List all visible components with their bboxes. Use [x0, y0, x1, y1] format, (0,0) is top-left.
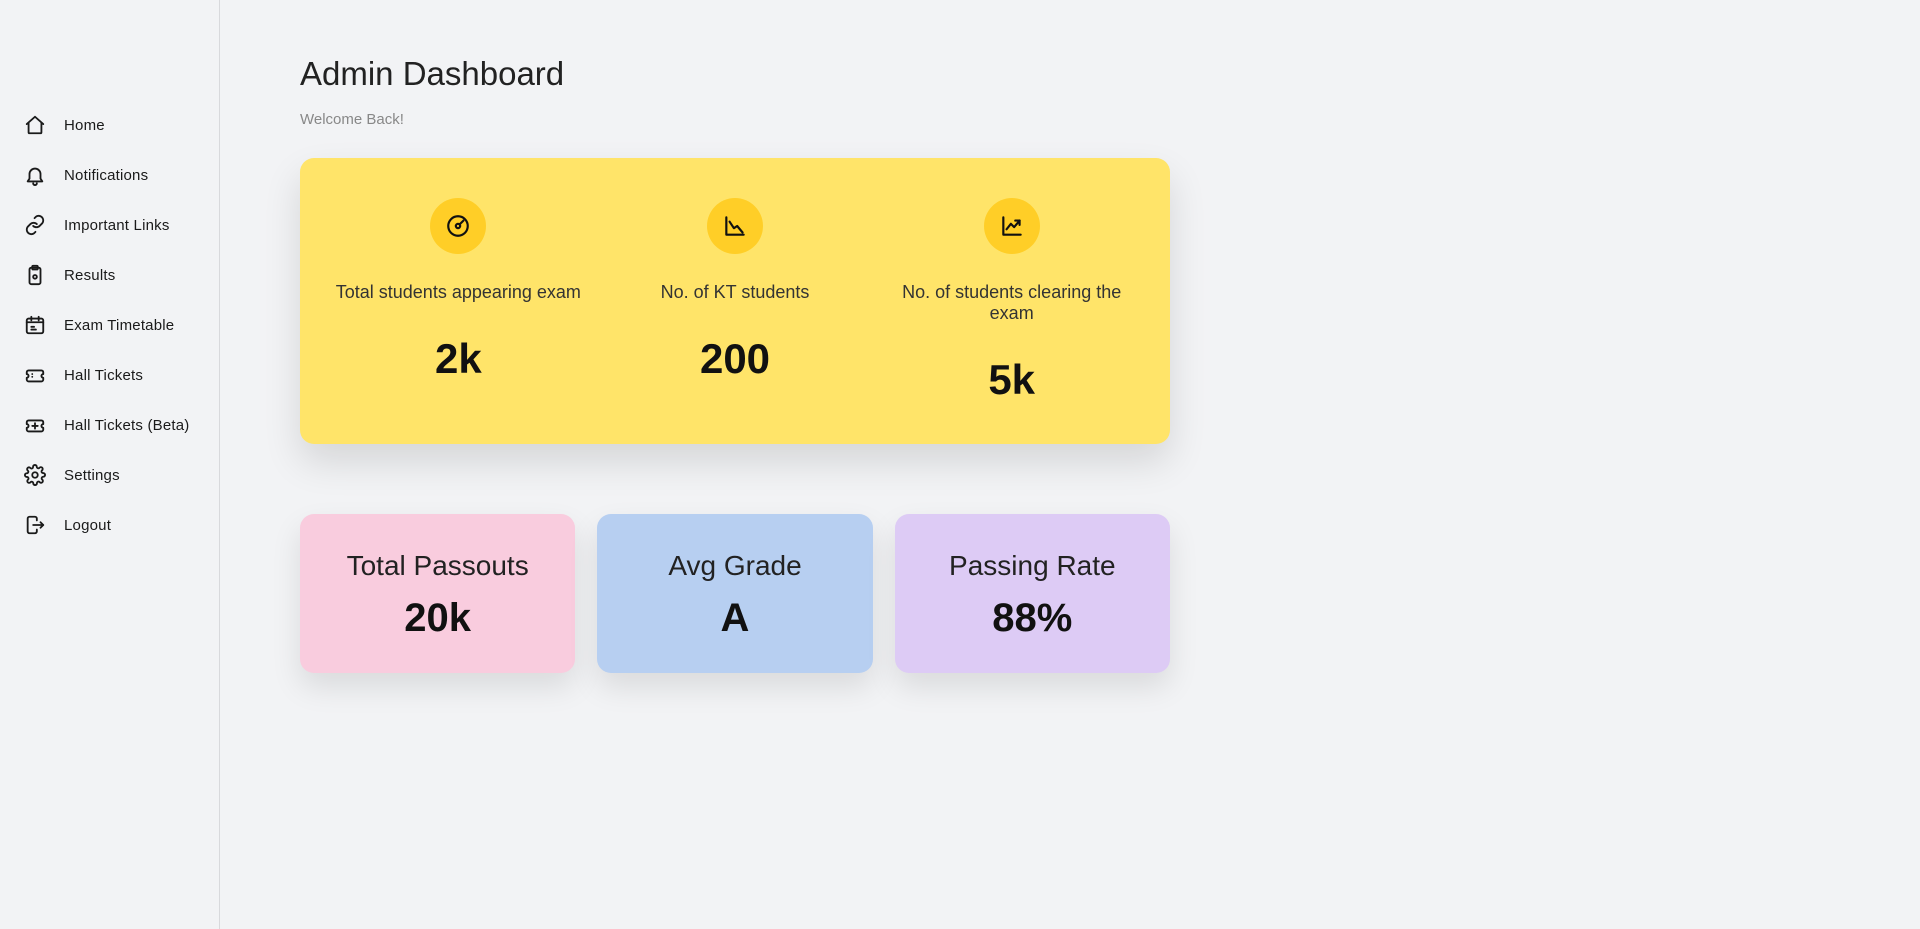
card-value: 20k — [310, 596, 565, 641]
card-title: Avg Grade — [607, 550, 862, 582]
sidebar-item-label: Exam Timetable — [64, 317, 174, 334]
sidebar-item-label: Results — [64, 267, 115, 284]
sidebar-item-results[interactable]: Results — [0, 250, 219, 300]
calendar-icon — [24, 314, 46, 336]
stat-clearing-exam: No. of students clearing the exam 5k — [873, 198, 1150, 404]
summary-cards: Total Passouts 20k Avg Grade A Passing R… — [300, 514, 1170, 673]
stat-value: 200 — [607, 335, 864, 383]
ticket-icon — [24, 364, 46, 386]
sidebar-item-exam-timetable[interactable]: Exam Timetable — [0, 300, 219, 350]
sidebar-item-label: Home — [64, 117, 105, 134]
trend-up-icon — [984, 198, 1040, 254]
stat-label: No. of KT students — [607, 282, 864, 303]
sidebar: Home Notifications Important Links Resul… — [0, 0, 220, 929]
gauge-icon — [430, 198, 486, 254]
trend-down-icon — [707, 198, 763, 254]
stat-value: 2k — [330, 335, 587, 383]
sidebar-item-important-links[interactable]: Important Links — [0, 200, 219, 250]
link-icon — [24, 214, 46, 236]
card-title: Total Passouts — [310, 550, 565, 582]
welcome-text: Welcome Back! — [300, 111, 1840, 128]
stats-card: Total students appearing exam 2k No. of … — [300, 158, 1170, 444]
sidebar-item-label: Settings — [64, 467, 120, 484]
stat-label: No. of students clearing the exam — [883, 282, 1140, 324]
sidebar-item-hall-tickets[interactable]: Hall Tickets — [0, 350, 219, 400]
card-value: 88% — [905, 596, 1160, 641]
sidebar-item-label: Logout — [64, 517, 111, 534]
main-content: Admin Dashboard Welcome Back! Total stud… — [220, 0, 1920, 929]
sidebar-item-label: Notifications — [64, 167, 148, 184]
clipboard-icon — [24, 264, 46, 286]
card-title: Passing Rate — [905, 550, 1160, 582]
sidebar-item-notifications[interactable]: Notifications — [0, 150, 219, 200]
bell-icon — [24, 164, 46, 186]
card-passing-rate: Passing Rate 88% — [895, 514, 1170, 673]
sidebar-item-label: Hall Tickets — [64, 367, 143, 384]
stat-kt-students: No. of KT students 200 — [597, 198, 874, 404]
sidebar-item-label: Important Links — [64, 217, 170, 234]
stat-total-appearing: Total students appearing exam 2k — [320, 198, 597, 404]
stat-value: 5k — [883, 356, 1140, 404]
card-total-passouts: Total Passouts 20k — [300, 514, 575, 673]
home-icon — [24, 114, 46, 136]
nav-list: Home Notifications Important Links Resul… — [0, 100, 219, 550]
sidebar-item-home[interactable]: Home — [0, 100, 219, 150]
card-avg-grade: Avg Grade A — [597, 514, 872, 673]
gear-icon — [24, 464, 46, 486]
sidebar-item-hall-tickets-beta[interactable]: Hall Tickets (Beta) — [0, 400, 219, 450]
card-value: A — [607, 596, 862, 641]
ticket-plus-icon — [24, 414, 46, 436]
logout-icon — [24, 514, 46, 536]
sidebar-item-logout[interactable]: Logout — [0, 500, 219, 550]
stat-label: Total students appearing exam — [330, 282, 587, 303]
page-title: Admin Dashboard — [300, 55, 1840, 93]
sidebar-item-settings[interactable]: Settings — [0, 450, 219, 500]
sidebar-item-label: Hall Tickets (Beta) — [64, 417, 190, 434]
